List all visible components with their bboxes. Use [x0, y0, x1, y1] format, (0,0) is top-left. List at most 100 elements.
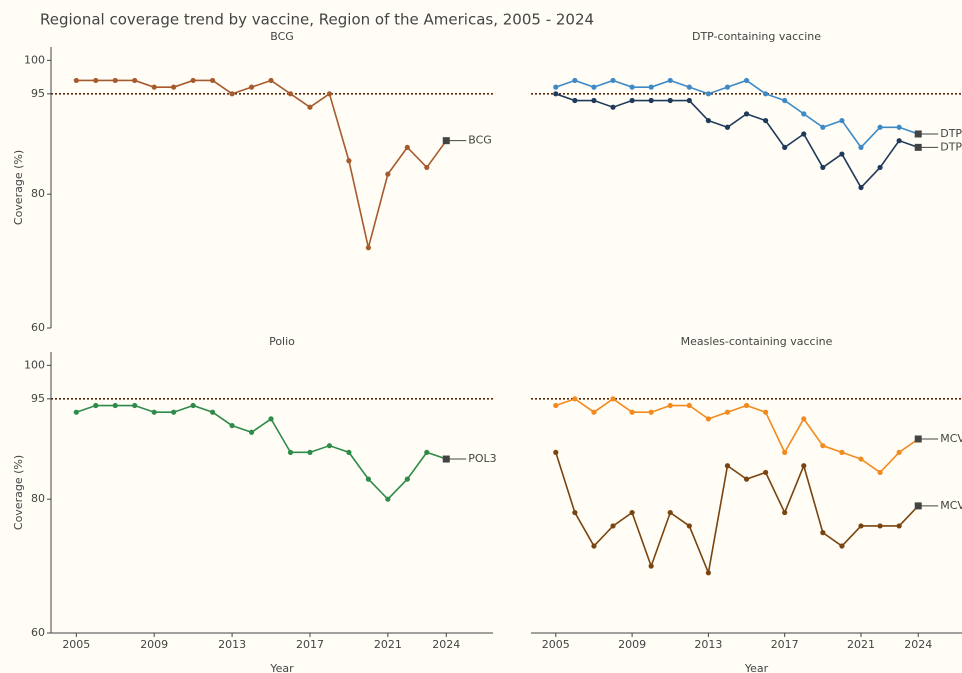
subplot-title: BCG: [270, 30, 294, 43]
data-point: [210, 409, 216, 415]
data-point: [782, 144, 788, 150]
data-point: [896, 138, 902, 144]
data-point: [648, 409, 654, 415]
series-line: [555, 79, 919, 149]
y-tick-label: 95: [31, 392, 45, 405]
data-point: [629, 409, 635, 415]
x-tick-label: 2013: [694, 638, 722, 651]
x-tick-label: 2024: [432, 638, 460, 651]
y-tick-label: 95: [31, 87, 45, 100]
y-axis-label: Coverage (%): [12, 150, 25, 225]
data-point: [385, 496, 391, 502]
series-line: [555, 93, 919, 189]
data-point: [73, 409, 79, 415]
data-point: [858, 144, 864, 150]
data-point: [629, 509, 635, 516]
data-point: [151, 84, 157, 90]
data-point: [724, 84, 731, 90]
data-point: [743, 402, 750, 409]
data-point: [307, 449, 313, 455]
data-point: [648, 563, 654, 569]
data-point: [112, 402, 118, 409]
series-label: BCG: [468, 134, 492, 147]
data-point: [287, 91, 294, 97]
data-point: [705, 91, 711, 97]
data-point: [151, 409, 157, 415]
data-point: [610, 523, 616, 529]
data-point: [801, 416, 807, 422]
series-label: DTPCV1: [940, 127, 962, 140]
data-point: [190, 402, 196, 409]
data-point: [572, 97, 578, 104]
data-point: [896, 124, 902, 130]
data-point: [404, 476, 410, 482]
data-point: [743, 476, 750, 482]
data-point: [326, 443, 333, 449]
data-point: [365, 245, 371, 251]
x-axis-label: Year: [744, 662, 769, 673]
data-point: [724, 409, 731, 415]
data-point: [346, 158, 352, 164]
data-point: [132, 402, 138, 409]
data-point: [591, 97, 597, 104]
series-label: MCV2: [940, 499, 962, 512]
data-point: [229, 91, 235, 97]
data-point: [763, 117, 769, 124]
subplot-title: Measles-containing vaccine: [681, 335, 833, 348]
data-point: [629, 97, 635, 104]
x-tick-label: 2005: [542, 638, 570, 651]
data-point: [553, 449, 559, 455]
data-point: [782, 449, 788, 455]
data-point: [73, 77, 79, 84]
data-point: [648, 84, 654, 90]
series-label: MCV1: [940, 432, 962, 445]
data-point: [686, 97, 692, 104]
data-point: [132, 77, 138, 84]
data-point: [782, 97, 788, 104]
data-point: [346, 449, 352, 455]
data-point: [820, 443, 826, 449]
data-point: [365, 476, 371, 482]
data-point: [763, 409, 769, 415]
x-axis-label: Year: [269, 662, 294, 673]
data-point: [743, 77, 750, 84]
data-point: [724, 124, 731, 130]
data-point: [591, 84, 597, 90]
series-line: [76, 79, 447, 248]
data-point: [287, 449, 294, 455]
data-point: [210, 77, 216, 84]
data-point: [763, 469, 769, 476]
data-point: [610, 77, 616, 84]
data-point: [839, 543, 845, 549]
data-point: [858, 456, 864, 462]
end-marker: [914, 502, 922, 510]
series-label: POL3: [468, 452, 496, 465]
y-tick-label: 100: [24, 53, 45, 66]
data-point: [667, 77, 673, 84]
data-point: [782, 509, 788, 516]
data-point: [171, 84, 177, 90]
data-point: [93, 402, 99, 409]
data-point: [877, 164, 883, 171]
data-point: [268, 77, 274, 84]
data-point: [705, 570, 711, 576]
x-tick-label: 2017: [296, 638, 324, 651]
y-axis-label: Coverage (%): [12, 455, 25, 530]
data-point: [820, 124, 826, 130]
data-point: [572, 396, 578, 402]
data-point: [724, 463, 731, 469]
data-point: [553, 91, 559, 97]
data-point: [801, 131, 807, 137]
data-point: [248, 84, 255, 90]
data-point: [248, 429, 255, 435]
data-point: [591, 409, 597, 415]
end-marker: [442, 455, 450, 463]
data-point: [171, 409, 177, 415]
data-point: [268, 416, 274, 422]
data-point: [610, 104, 616, 110]
data-point: [404, 144, 410, 150]
data-point: [801, 111, 807, 117]
chart-title: Regional coverage trend by vaccine, Regi…: [40, 11, 594, 29]
data-point: [424, 449, 430, 455]
